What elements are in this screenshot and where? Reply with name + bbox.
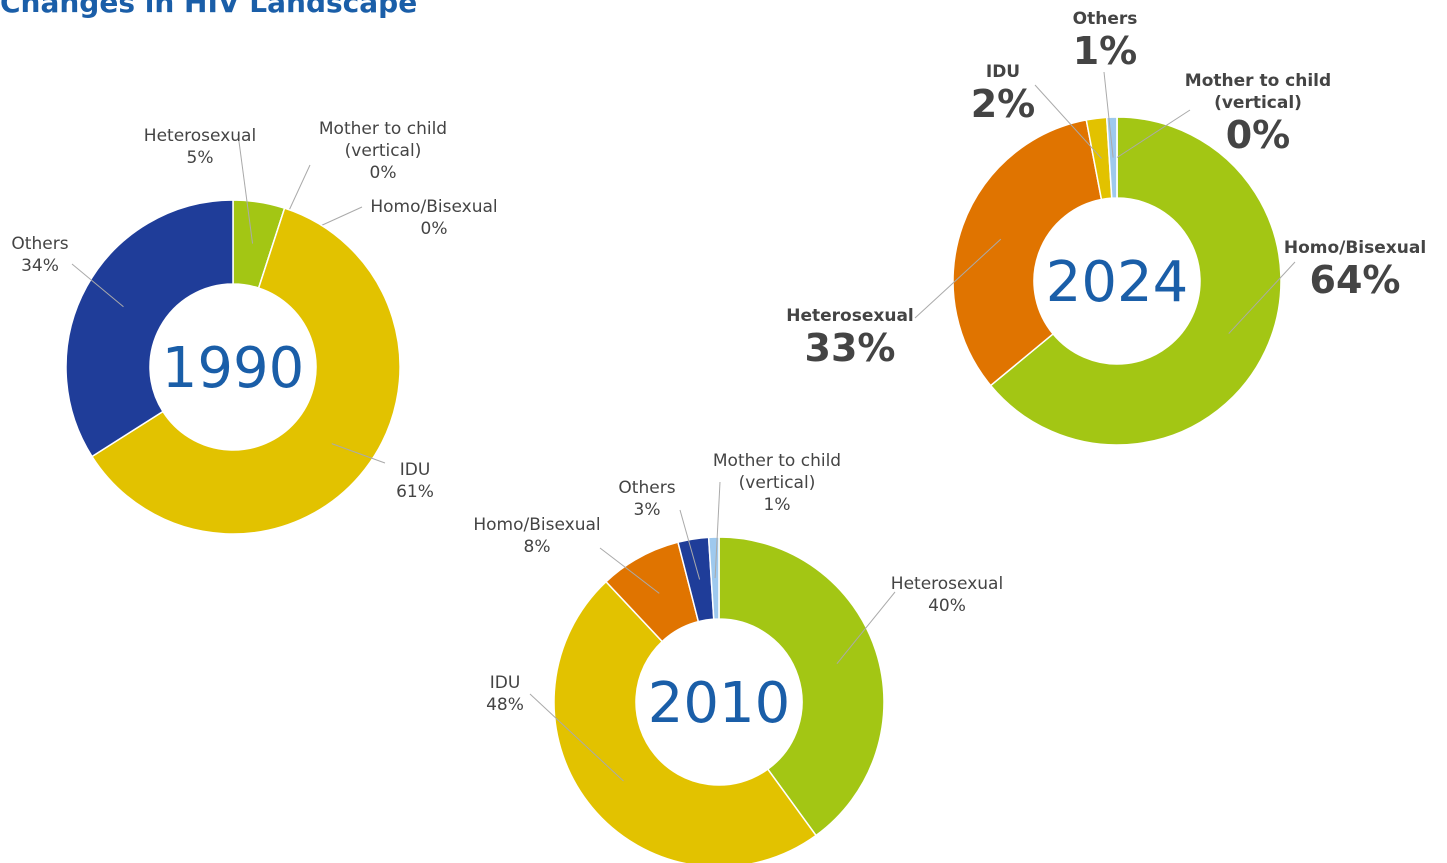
category-label: Homo/Bisexual bbox=[473, 515, 601, 535]
slice-label: Homo/Bisexual 64% bbox=[1275, 237, 1435, 301]
center-label: 2024 bbox=[1046, 250, 1189, 315]
value-label: 1% bbox=[763, 495, 791, 515]
leader-line bbox=[331, 443, 386, 464]
value-label: 33% bbox=[804, 326, 896, 370]
slice-label: Heterosexual 5% bbox=[120, 125, 280, 169]
slice-label: Others 34% bbox=[0, 233, 120, 277]
value-label: 64% bbox=[1309, 258, 1401, 302]
leader-line bbox=[1034, 84, 1102, 159]
leader-line bbox=[71, 263, 124, 308]
slice-label: Homo/Bisexual 8% bbox=[457, 514, 617, 558]
slice-label: IDU 61% bbox=[335, 459, 495, 503]
category-label: Others bbox=[1072, 9, 1138, 29]
value-label: 2% bbox=[970, 82, 1036, 126]
leader-line bbox=[914, 238, 1002, 319]
leader-line bbox=[1103, 71, 1114, 158]
category-label: Others bbox=[11, 234, 69, 254]
slice-label: IDU 2% bbox=[923, 61, 1083, 125]
leader-line bbox=[599, 547, 660, 594]
leader-line bbox=[529, 693, 624, 782]
slice-label: Homo/Bisexual 0% bbox=[354, 196, 514, 240]
category-label: Heterosexual bbox=[786, 306, 914, 326]
leader-line bbox=[1116, 109, 1191, 158]
slice-label: Others 3% bbox=[567, 477, 727, 521]
value-label: 0% bbox=[369, 163, 397, 183]
leader-line bbox=[679, 509, 701, 580]
category-label: IDU bbox=[985, 62, 1021, 82]
category-label: Mother to child (vertical) bbox=[1184, 71, 1332, 113]
category-label: Mother to child (vertical) bbox=[318, 119, 448, 161]
value-label: 5% bbox=[186, 148, 214, 168]
category-label: Homo/Bisexual bbox=[370, 197, 498, 217]
donut-slice bbox=[65, 199, 234, 458]
slice-label: Heterosexual 33% bbox=[770, 305, 930, 369]
category-label: Mother to child (vertical) bbox=[712, 451, 842, 493]
value-label: 40% bbox=[928, 596, 966, 616]
donut-slice bbox=[989, 116, 1282, 446]
slice-label: Heterosexual 40% bbox=[867, 573, 1027, 617]
slice-label: Mother to child (vertical) 0% bbox=[303, 118, 463, 184]
value-label: 8% bbox=[523, 537, 551, 557]
value-label: 1% bbox=[1072, 29, 1138, 73]
donut-slice bbox=[90, 207, 401, 535]
value-label: 48% bbox=[486, 695, 524, 715]
page-title: Changes in HIV Landscape bbox=[0, 0, 418, 19]
category-label: Heterosexual bbox=[143, 126, 257, 146]
leader-line bbox=[1228, 261, 1296, 334]
donut-slice bbox=[718, 536, 885, 837]
category-label: Heterosexual bbox=[890, 574, 1004, 594]
value-label: 0% bbox=[1225, 113, 1291, 157]
leader-line bbox=[836, 591, 896, 664]
value-label: 61% bbox=[396, 482, 434, 502]
slice-label: IDU 48% bbox=[425, 672, 585, 716]
category-label: Others bbox=[618, 478, 676, 498]
value-label: 34% bbox=[21, 256, 59, 276]
slice-label: Others 1% bbox=[1025, 8, 1185, 72]
category-label: Homo/Bisexual bbox=[1283, 238, 1427, 258]
value-label: 0% bbox=[420, 219, 448, 239]
center-label: 2010 bbox=[648, 671, 791, 736]
slice-label: Mother to child (vertical) 1% bbox=[697, 450, 857, 516]
center-label: 1990 bbox=[162, 336, 305, 401]
donut-slice bbox=[952, 119, 1103, 387]
value-label: 3% bbox=[633, 500, 661, 520]
leader-line bbox=[714, 481, 721, 579]
category-label: IDU bbox=[489, 673, 521, 693]
leader-line bbox=[237, 133, 254, 244]
category-label: IDU bbox=[399, 460, 431, 480]
slice-label: Mother to child (vertical) 0% bbox=[1178, 70, 1338, 156]
